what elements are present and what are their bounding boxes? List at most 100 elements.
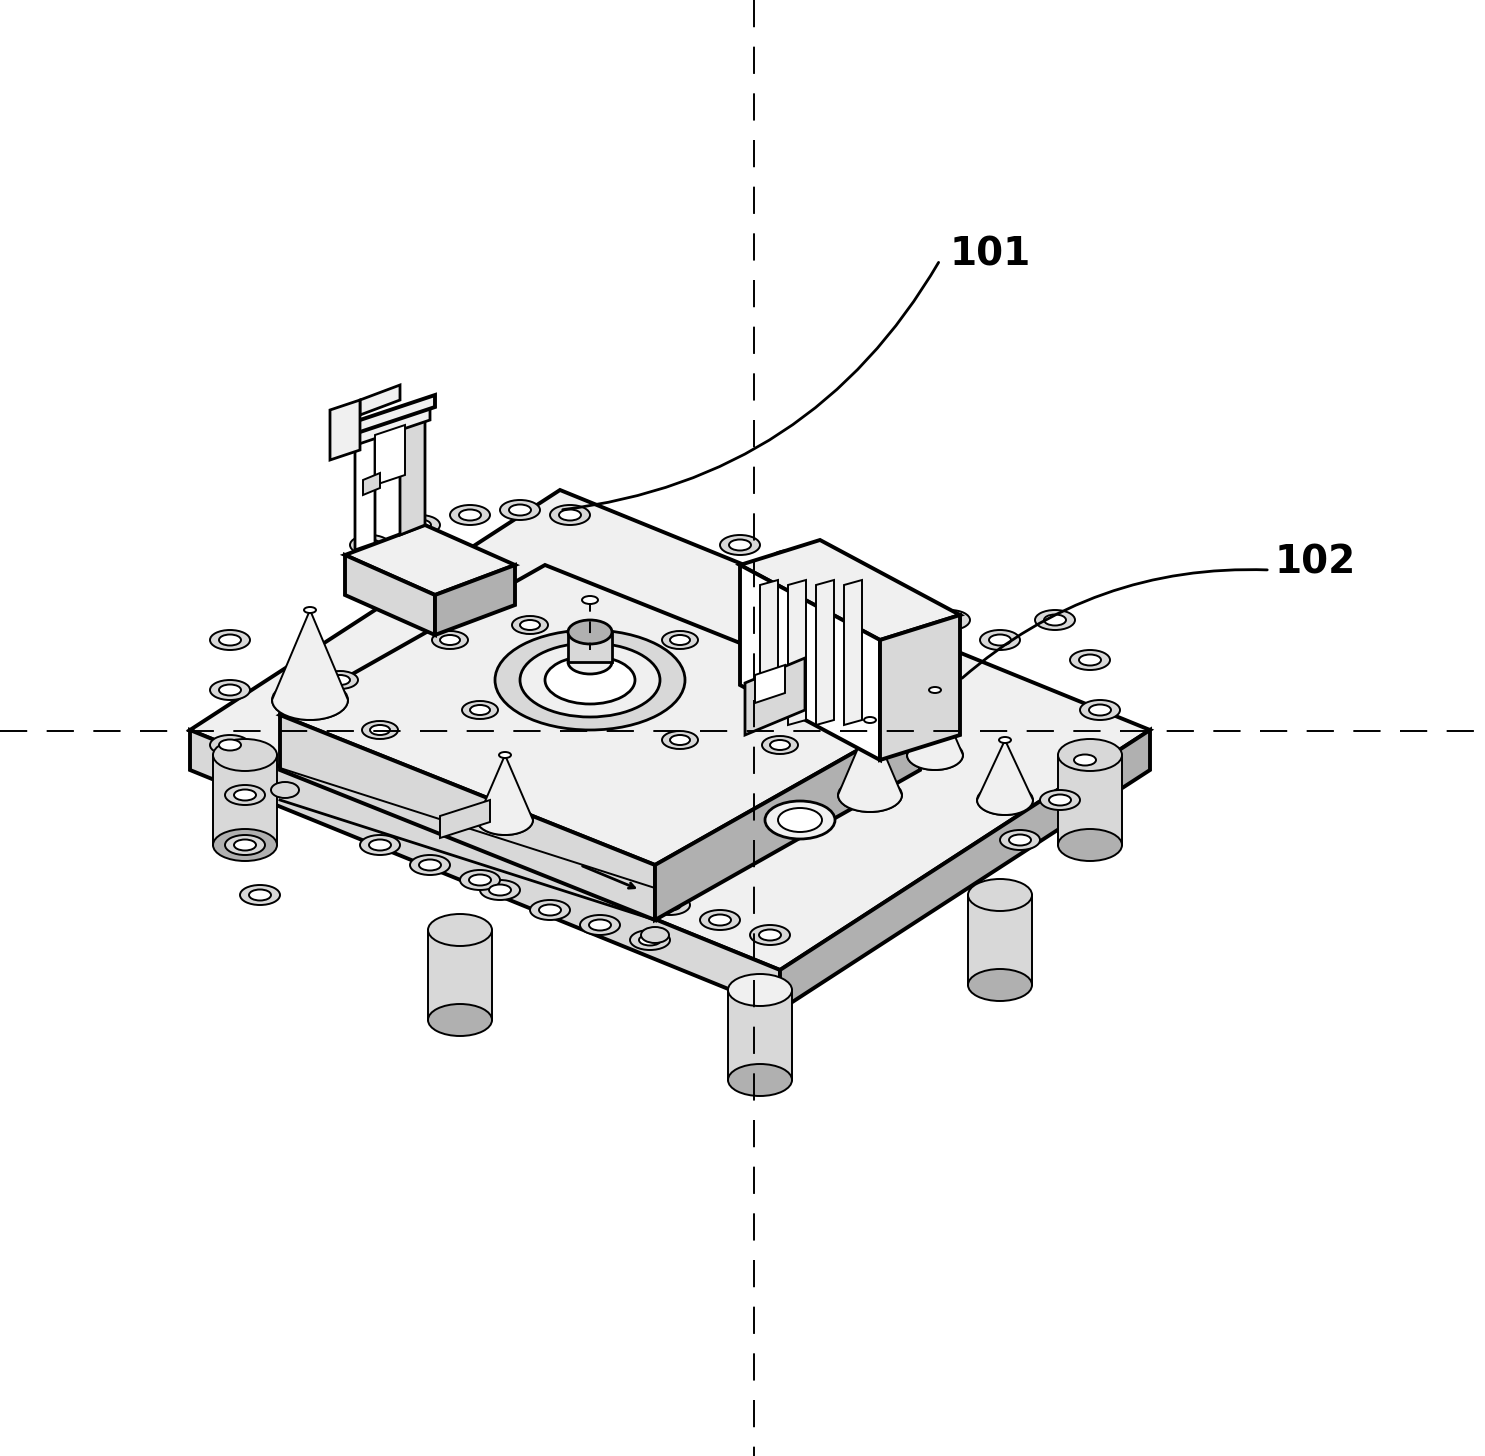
Ellipse shape xyxy=(350,534,391,555)
Ellipse shape xyxy=(1080,655,1100,665)
Ellipse shape xyxy=(699,910,740,930)
Ellipse shape xyxy=(852,686,888,705)
Ellipse shape xyxy=(480,879,520,900)
Ellipse shape xyxy=(728,1064,792,1096)
Ellipse shape xyxy=(1080,700,1120,721)
Polygon shape xyxy=(190,491,1149,970)
Ellipse shape xyxy=(630,930,670,949)
Ellipse shape xyxy=(399,515,440,534)
Ellipse shape xyxy=(495,630,685,729)
Ellipse shape xyxy=(662,630,698,649)
Ellipse shape xyxy=(881,590,921,610)
Polygon shape xyxy=(190,729,780,1010)
Polygon shape xyxy=(754,665,786,703)
Polygon shape xyxy=(1057,756,1123,844)
Ellipse shape xyxy=(408,520,431,530)
Polygon shape xyxy=(350,400,431,447)
Polygon shape xyxy=(740,540,959,641)
Ellipse shape xyxy=(549,505,590,526)
Ellipse shape xyxy=(209,680,249,700)
Ellipse shape xyxy=(670,735,691,745)
Ellipse shape xyxy=(322,671,358,689)
Ellipse shape xyxy=(370,725,391,735)
Ellipse shape xyxy=(1071,649,1109,670)
Polygon shape xyxy=(212,756,278,844)
Polygon shape xyxy=(789,579,806,725)
Ellipse shape xyxy=(759,929,781,941)
Ellipse shape xyxy=(304,607,316,613)
Ellipse shape xyxy=(780,555,800,565)
Ellipse shape xyxy=(428,1005,492,1037)
Ellipse shape xyxy=(590,920,610,930)
Ellipse shape xyxy=(489,884,511,895)
Ellipse shape xyxy=(999,737,1011,743)
Polygon shape xyxy=(881,614,959,760)
Ellipse shape xyxy=(209,630,249,649)
Polygon shape xyxy=(655,715,921,920)
Ellipse shape xyxy=(212,828,278,860)
Ellipse shape xyxy=(729,540,751,550)
Ellipse shape xyxy=(499,751,511,759)
Ellipse shape xyxy=(359,834,399,855)
Ellipse shape xyxy=(567,649,612,674)
Polygon shape xyxy=(815,579,835,725)
Ellipse shape xyxy=(771,740,790,750)
Polygon shape xyxy=(362,473,380,495)
Ellipse shape xyxy=(410,855,450,875)
Ellipse shape xyxy=(581,914,621,935)
Polygon shape xyxy=(281,565,921,865)
Polygon shape xyxy=(440,799,490,839)
Ellipse shape xyxy=(469,705,490,715)
Ellipse shape xyxy=(419,859,441,871)
Ellipse shape xyxy=(750,925,790,945)
Ellipse shape xyxy=(650,895,691,914)
Ellipse shape xyxy=(218,684,241,696)
Ellipse shape xyxy=(728,974,792,1006)
Ellipse shape xyxy=(989,635,1011,645)
Ellipse shape xyxy=(477,805,533,834)
Ellipse shape xyxy=(968,970,1032,1002)
Ellipse shape xyxy=(930,687,941,693)
Polygon shape xyxy=(745,658,805,735)
Polygon shape xyxy=(968,895,1032,986)
Text: 101: 101 xyxy=(950,236,1031,274)
Polygon shape xyxy=(760,579,778,725)
Ellipse shape xyxy=(520,644,659,716)
Ellipse shape xyxy=(907,740,962,770)
Ellipse shape xyxy=(771,665,790,676)
Ellipse shape xyxy=(520,620,541,630)
Polygon shape xyxy=(780,729,1149,1010)
Ellipse shape xyxy=(762,735,797,754)
Polygon shape xyxy=(428,930,492,1021)
Polygon shape xyxy=(376,425,405,485)
Ellipse shape xyxy=(1065,750,1105,770)
Ellipse shape xyxy=(460,871,500,890)
Polygon shape xyxy=(728,990,792,1080)
Ellipse shape xyxy=(999,830,1040,850)
Ellipse shape xyxy=(1089,705,1111,715)
Ellipse shape xyxy=(330,676,350,684)
Ellipse shape xyxy=(829,569,851,581)
Ellipse shape xyxy=(1057,740,1123,772)
Ellipse shape xyxy=(820,565,860,585)
Ellipse shape xyxy=(642,927,670,943)
Ellipse shape xyxy=(609,884,631,895)
Ellipse shape xyxy=(762,661,797,678)
Polygon shape xyxy=(355,419,376,550)
Ellipse shape xyxy=(218,740,241,750)
Ellipse shape xyxy=(272,680,347,721)
Ellipse shape xyxy=(235,789,255,801)
Ellipse shape xyxy=(561,711,598,729)
Ellipse shape xyxy=(530,900,570,920)
Ellipse shape xyxy=(241,885,281,906)
Polygon shape xyxy=(399,405,425,534)
Ellipse shape xyxy=(639,935,661,945)
Ellipse shape xyxy=(539,904,561,916)
Ellipse shape xyxy=(662,731,698,748)
Polygon shape xyxy=(838,721,901,812)
Polygon shape xyxy=(477,756,533,834)
Ellipse shape xyxy=(860,690,881,700)
Ellipse shape xyxy=(212,740,278,772)
Ellipse shape xyxy=(359,540,382,550)
Polygon shape xyxy=(281,715,655,920)
